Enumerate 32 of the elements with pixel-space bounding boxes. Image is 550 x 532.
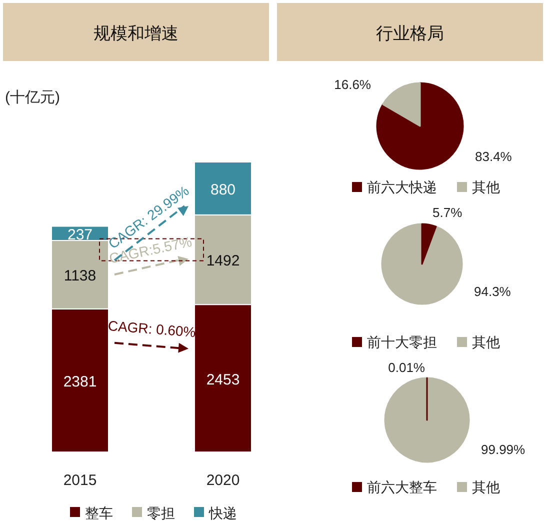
legend-label: 整车: [85, 505, 113, 521]
data-label: 2453: [206, 371, 240, 388]
pie-slice: [382, 82, 421, 127]
legend-label: 前十大零担: [367, 334, 437, 350]
data-label: 99.99%: [481, 442, 526, 457]
data-label: 880: [210, 181, 236, 198]
annotation: CAGR: 0.60%: [107, 317, 196, 340]
pie-slice: [376, 82, 464, 170]
data-label: 237: [67, 226, 93, 244]
x-tick-label: 2020: [206, 472, 240, 489]
pie-slice: [421, 223, 437, 265]
x-tick-label: 2015: [63, 472, 97, 489]
legend-label: 前六大快递: [367, 179, 437, 195]
chart-title: 规模和增速: [94, 24, 178, 43]
legend-label: 其他: [472, 179, 500, 195]
legend-label: 其他: [472, 334, 500, 350]
data-label: 94.3%: [474, 284, 512, 299]
chart-title: 行业格局: [376, 24, 444, 43]
data-label: 1492: [206, 252, 240, 270]
legend-label: 快递: [208, 505, 237, 521]
data-label: 5.7%: [432, 204, 463, 220]
data-label: 83.4%: [475, 149, 512, 164]
data-label: 0.01%: [388, 360, 426, 375]
data-label: 16.6%: [334, 77, 372, 92]
pie-slice: [384, 377, 470, 463]
legend-label: 零担: [147, 505, 175, 521]
y-axis-title: (十亿元): [5, 89, 60, 106]
legend-label: 其他: [472, 479, 500, 495]
data-label: 2381: [63, 373, 97, 390]
pie-slice: [381, 223, 463, 305]
legend-label: 前六大整车: [367, 479, 437, 495]
data-label: 1138: [64, 268, 96, 285]
